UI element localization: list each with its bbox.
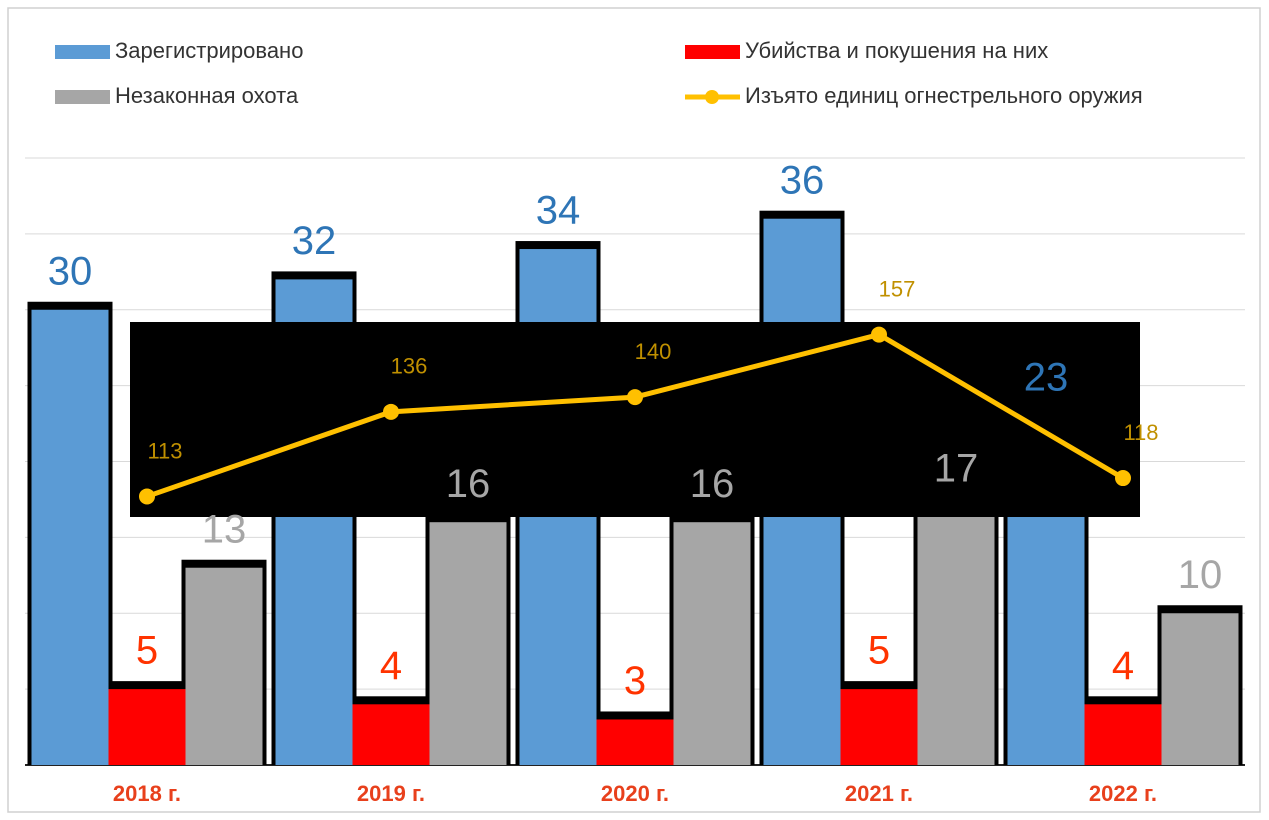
line-marker [139, 488, 155, 505]
line-marker [383, 403, 399, 420]
bar [1084, 704, 1162, 765]
legend-label: Зарегистрировано [115, 38, 303, 63]
data-label: 140 [635, 339, 672, 364]
x-tick-label: 2020 г. [601, 781, 669, 806]
bar [596, 719, 674, 765]
line-marker [627, 389, 643, 406]
data-label: 113 [147, 438, 182, 463]
bar [31, 309, 109, 765]
bar [429, 522, 507, 765]
data-label: 23 [1024, 356, 1069, 400]
data-label: 3 [624, 659, 646, 703]
bar [352, 704, 430, 765]
data-label: 118 [1123, 420, 1158, 445]
data-label: 5 [136, 629, 158, 673]
data-label: 10 [1178, 553, 1223, 597]
overlay-box [130, 322, 1140, 517]
bar [185, 567, 263, 765]
data-label: 157 [879, 276, 916, 301]
legend-label: Незаконная охота [115, 83, 299, 108]
legend-swatch [55, 45, 110, 59]
foreground: 2018 г. 30 5 13 2019 г. 32 4 16 2020 г. 34 3 16 2021… [48, 38, 1223, 806]
legend-label: Изъято единиц огнестрельного оружия [745, 83, 1143, 108]
legend-swatch [705, 90, 719, 104]
data-label: 4 [1112, 644, 1134, 688]
legend-swatch [685, 45, 740, 59]
x-tick-label: 2018 г. [113, 781, 181, 806]
data-label: 13 [202, 507, 247, 551]
x-tick-label: 2021 г. [845, 781, 913, 806]
data-label: 32 [292, 219, 337, 263]
data-label: 36 [780, 158, 825, 202]
data-label: 16 [446, 462, 491, 506]
data-label: 30 [48, 249, 93, 293]
line-marker [871, 326, 887, 343]
data-label: 5 [868, 629, 890, 673]
bar [108, 689, 186, 765]
bar [917, 507, 995, 765]
data-label: 4 [380, 644, 402, 688]
x-tick-label: 2022 г. [1089, 781, 1157, 806]
legend-label: Убийства и покушения на них [745, 38, 1048, 63]
legend-swatch [55, 90, 110, 104]
line-marker [1115, 470, 1131, 487]
data-label: 17 [934, 447, 979, 491]
data-label: 136 [391, 354, 428, 379]
bar [673, 522, 751, 765]
bar [1161, 613, 1239, 765]
bar [840, 689, 918, 765]
data-label: 34 [536, 189, 581, 233]
x-tick-label: 2019 г. [357, 781, 425, 806]
data-label: 16 [690, 462, 735, 506]
